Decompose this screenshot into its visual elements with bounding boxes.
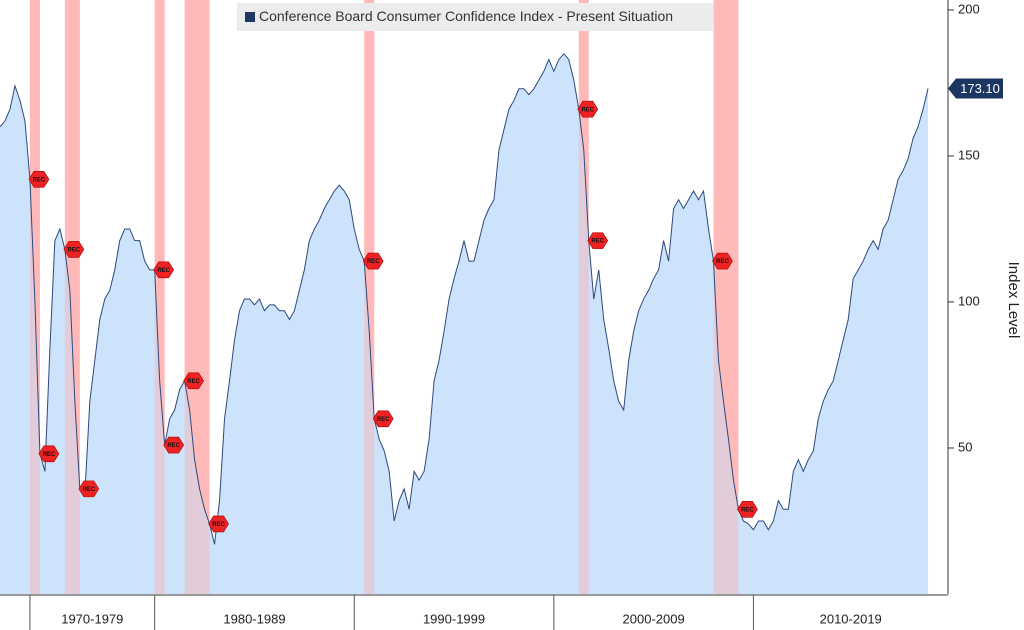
recession-flag-label: REC xyxy=(167,443,180,449)
recession-flag: REC xyxy=(163,436,185,454)
recession-flag: REC xyxy=(153,261,175,279)
recession-flag-shape xyxy=(577,100,599,118)
y-axis-label: Index Level xyxy=(1005,262,1022,339)
recession-flag-label: REC xyxy=(367,259,380,265)
recession-band xyxy=(364,0,375,594)
recession-band-overlay xyxy=(184,0,210,594)
recession-flag-shape xyxy=(153,261,175,279)
recession-flag-label: REC xyxy=(43,452,56,458)
recession-flag-shape xyxy=(587,232,609,249)
recession-flag-shape xyxy=(38,445,60,463)
recession-flag: REC xyxy=(183,372,204,390)
legend-box xyxy=(237,3,713,31)
recession-flag-label: REC xyxy=(716,259,729,265)
recession-flag: REC xyxy=(587,232,609,249)
recession-flag-label: REC xyxy=(377,417,390,423)
recession-flag-label: REC xyxy=(157,268,170,274)
recession-flag: REC xyxy=(712,252,733,270)
recession-flag-label: REC xyxy=(33,177,46,183)
recession-flag: REC xyxy=(63,241,85,258)
x-decade-label: 2000-2009 xyxy=(623,611,685,626)
recession-flag-shape xyxy=(78,480,100,498)
recession-flag-shape xyxy=(737,501,758,518)
recession-flag: REC xyxy=(372,410,394,428)
recession-flag-shape xyxy=(183,372,204,390)
x-decade-label: 1970-1979 xyxy=(61,611,123,626)
recession-flag-label: REC xyxy=(68,247,81,253)
last-value-flag xyxy=(948,78,1003,99)
recession-flag-shape xyxy=(362,252,384,270)
x-decade-label: 1990-1999 xyxy=(423,611,485,626)
recession-band-overlay xyxy=(364,0,375,594)
recession-flag-label: REC xyxy=(581,107,594,113)
recession-band-overlay xyxy=(64,0,80,594)
recession-flag: REC xyxy=(38,445,60,463)
recession-flag-shape xyxy=(712,252,733,270)
recession-flag-label: REC xyxy=(591,239,604,245)
y-tick-label: 200 xyxy=(958,1,980,16)
recession-flag-shape xyxy=(372,410,394,428)
legend-swatch xyxy=(245,12,255,22)
recession-band-overlay xyxy=(713,0,739,594)
recession-band xyxy=(154,0,165,594)
x-decade-label: 1980-1989 xyxy=(223,611,285,626)
recession-flag: REC xyxy=(737,501,758,518)
recession-flag-shape xyxy=(63,241,85,258)
recession-flag: REC xyxy=(362,252,384,270)
recession-flag-shape xyxy=(28,171,50,188)
recession-flag-label: REC xyxy=(212,522,225,528)
recession-flag: REC xyxy=(78,480,100,498)
recession-flag: REC xyxy=(208,515,229,533)
recession-flag-label: REC xyxy=(187,379,200,385)
recession-flag-label: REC xyxy=(741,507,754,513)
area xyxy=(0,53,929,595)
recession-flag-shape xyxy=(208,515,229,533)
recession-band-overlay xyxy=(578,0,589,594)
last-value-label: 173.10 xyxy=(960,81,1000,96)
x-decade-label: 2010-2019 xyxy=(820,611,882,626)
y-tick-label: 150 xyxy=(958,147,980,162)
recession-flag-shape xyxy=(163,436,185,454)
y-tick-label: 50 xyxy=(958,439,972,454)
recession-flag-label: REC xyxy=(82,487,95,493)
recession-band-overlay xyxy=(154,0,165,594)
recession-flag: REC xyxy=(577,100,599,118)
legend-label: Conference Board Consumer Confidence Ind… xyxy=(259,8,673,24)
recession-flag: REC xyxy=(28,171,50,188)
y-tick-label: 100 xyxy=(958,293,980,308)
